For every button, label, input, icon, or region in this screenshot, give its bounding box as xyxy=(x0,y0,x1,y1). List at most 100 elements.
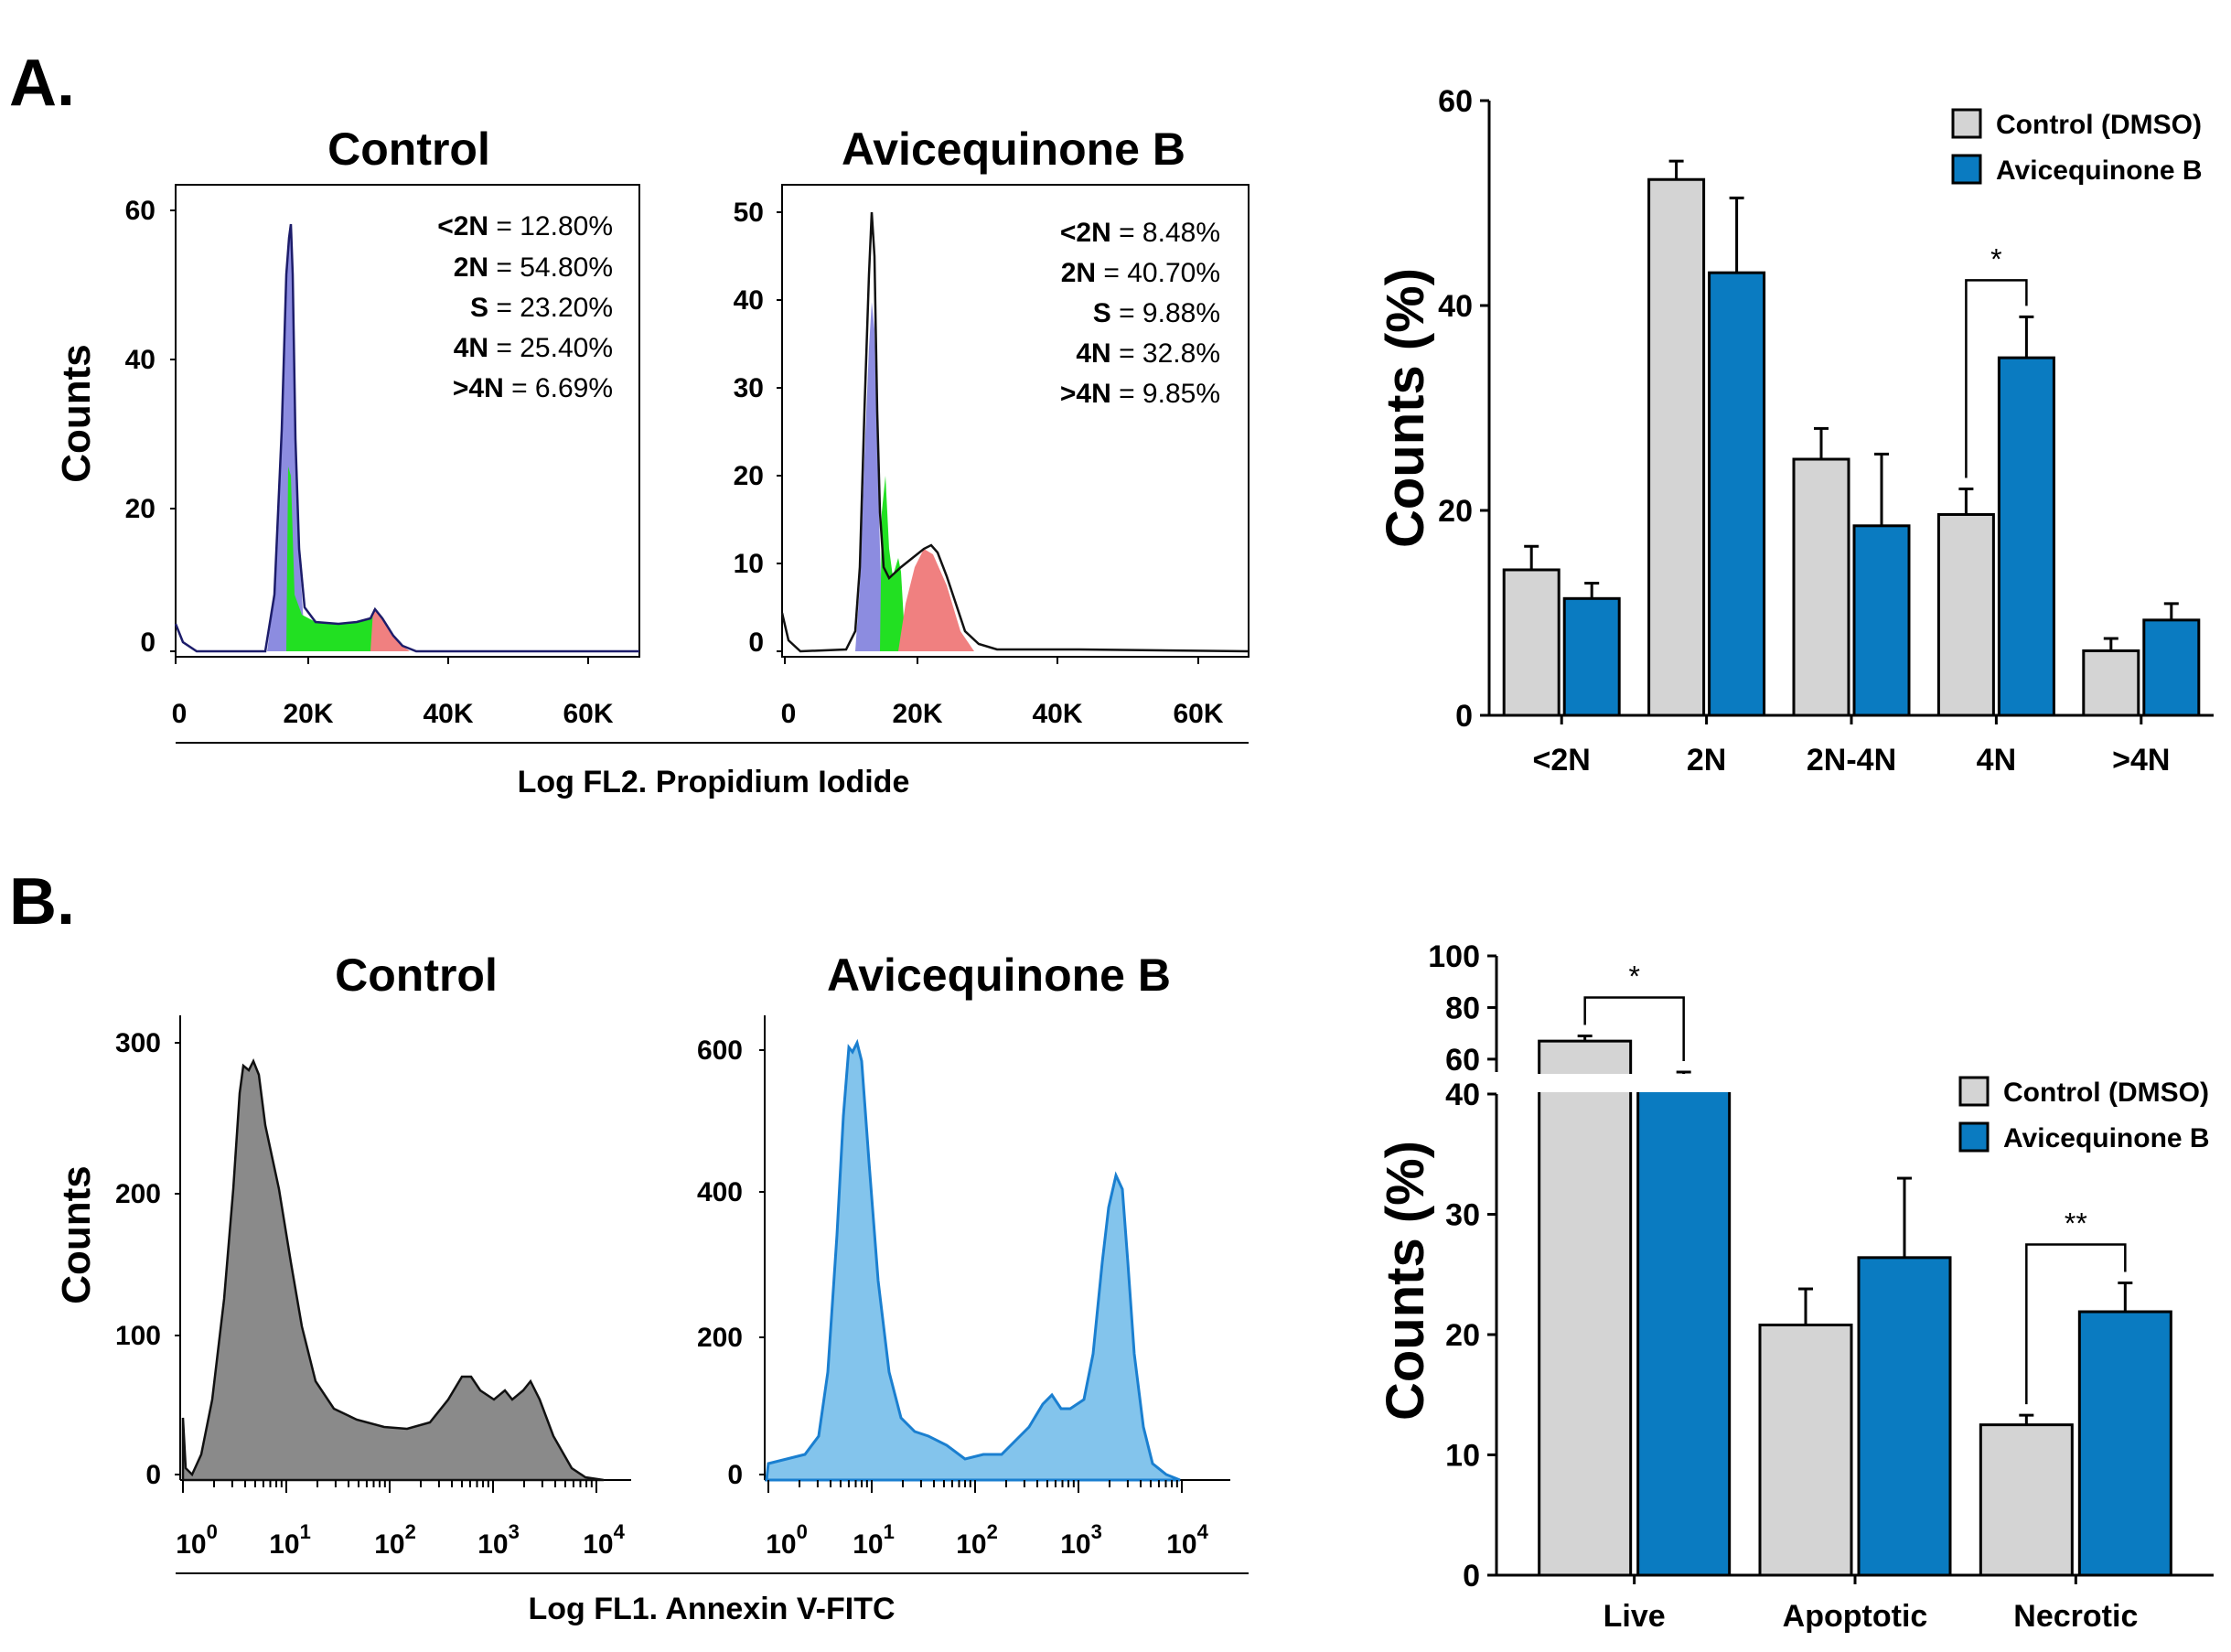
y-tick-label: 50 xyxy=(734,198,764,228)
bar xyxy=(1647,177,1706,717)
x-tick-label: 0 xyxy=(781,699,797,729)
y-axis-label: Counts (%) xyxy=(1376,268,1435,548)
x-tick-label: Live xyxy=(1604,1599,1666,1634)
legend-swatch xyxy=(1951,154,1982,185)
x-tick-label: 104 xyxy=(1166,1520,1208,1560)
x-tick-label: 103 xyxy=(1060,1520,1102,1560)
annexin-control-area xyxy=(181,1057,605,1482)
y-tick-label: 200 xyxy=(697,1323,743,1353)
significance-marker: ** xyxy=(2065,1207,2087,1239)
stat-line: >4N = 9.85% xyxy=(1060,379,1220,409)
y-tick-label: 300 xyxy=(115,1028,161,1058)
stat-line: <2N = 12.80% xyxy=(437,211,613,241)
bar xyxy=(2142,618,2201,717)
y-tick-label: 600 xyxy=(697,1035,743,1066)
significance-marker: * xyxy=(1990,242,2001,275)
x-tick-label: Apoptotic xyxy=(1783,1599,1928,1634)
y-tick-label: 30 xyxy=(734,373,764,403)
y-tick-label: 20 xyxy=(734,461,764,491)
plot-frame xyxy=(175,184,640,658)
y-tick-label: 80 xyxy=(1445,991,1480,1025)
s-phase-fill xyxy=(286,467,378,651)
legend-label: Control (DMSO) xyxy=(1996,110,2202,140)
stat-line: <2N = 8.48% xyxy=(1060,218,1220,248)
legend-label: Avicequinone B xyxy=(2003,1123,2210,1153)
y-tick-label: 0 xyxy=(145,1460,161,1490)
cell-cycle-bar-chart: 0 20 40 60 Counts (%) <2N 2N 2N-4N 4N >4N * Control… xyxy=(1376,84,2214,778)
bar xyxy=(1792,457,1850,717)
bar xyxy=(1857,1256,1952,1577)
x-tick-label: 2N xyxy=(1687,743,1726,778)
x-tick-label: 40K xyxy=(1032,699,1082,729)
x-tick-label: Necrotic xyxy=(2013,1599,2138,1634)
x-tick-label: 40K xyxy=(423,699,473,729)
y-tick-label: 30 xyxy=(1445,1198,1480,1233)
histogram-title: Control xyxy=(327,123,490,175)
x-tick-label: 102 xyxy=(374,1520,416,1560)
y-tick-label: 60 xyxy=(1438,84,1473,119)
significance-bracket xyxy=(1583,996,1685,1061)
histogram-outline xyxy=(174,223,639,653)
y-axis-label: Counts (%) xyxy=(1376,1141,1435,1421)
cell-cycle-histogram-control: Control Counts 0 20 40 60 0 20K 40K 60K … xyxy=(54,123,640,729)
plot-frame xyxy=(781,184,1250,658)
legend-swatch xyxy=(1951,108,1982,139)
y-tick-label: 40 xyxy=(1438,289,1473,324)
histogram-title: Avicequinone B xyxy=(842,123,1185,175)
stat-line: S = 23.20% xyxy=(470,293,613,323)
y-tick-label: 400 xyxy=(697,1177,743,1207)
x-tick-label: 0 xyxy=(172,699,188,729)
legend-label: Control (DMSO) xyxy=(2003,1078,2209,1108)
y-tick-label: 100 xyxy=(1428,939,1480,974)
y-tick-label: 60 xyxy=(125,196,156,226)
y-tick-label: 0 xyxy=(1455,699,1473,734)
y-tick-label: 40 xyxy=(125,345,156,375)
y-tick-label: 0 xyxy=(727,1460,743,1490)
y-tick-label: 100 xyxy=(115,1321,161,1351)
x-tick-label: 2N-4N xyxy=(1807,743,1896,778)
cell-cycle-histogram-treated: Avicequinone B 0 10 20 30 40 50 0 20K 40… xyxy=(734,123,1250,729)
stat-line: >4N = 6.69% xyxy=(453,373,613,403)
y-axis-label: Counts xyxy=(54,344,99,483)
shared-x-axis-label: Log FL2. Propidium Iodide xyxy=(518,765,910,799)
shared-x-axis-label: Log FL1. Annexin V-FITC xyxy=(528,1592,895,1626)
stat-line: 2N = 54.80% xyxy=(454,252,613,283)
annexin-treated-area xyxy=(765,1038,1181,1482)
bar xyxy=(1708,271,1766,717)
y-tick-label: 10 xyxy=(734,549,764,579)
x-tick-label: 4N xyxy=(1977,743,2016,778)
bar xyxy=(1936,512,1995,717)
y-axis-label: Counts xyxy=(54,1165,99,1304)
y-tick-label: 20 xyxy=(1445,1318,1480,1353)
legend-swatch xyxy=(1958,1121,1990,1153)
stat-line: 4N = 32.8% xyxy=(1076,338,1220,369)
log-axis-ticks xyxy=(767,1480,1183,1493)
axis-break-gap xyxy=(1484,1074,1738,1092)
x-tick-label: 100 xyxy=(766,1520,808,1560)
x-tick-label: 101 xyxy=(853,1520,895,1560)
bar xyxy=(2082,649,2140,717)
y-tick-label: 0 xyxy=(140,628,156,658)
bar xyxy=(1852,524,1911,717)
y-tick-label: 20 xyxy=(125,494,156,524)
histogram-title: Control xyxy=(335,949,498,1001)
g1-peak-fill xyxy=(855,302,884,651)
y-tick-label: 40 xyxy=(1445,1078,1480,1112)
annexin-histogram-treated: Avicequinone B 0 200 400 600 100 101 102… xyxy=(697,949,1230,1560)
bar xyxy=(1562,596,1621,717)
y-tick-label: 60 xyxy=(1445,1043,1480,1078)
y-tick-label: 0 xyxy=(1463,1559,1480,1593)
y-tick-label: 40 xyxy=(734,285,764,316)
x-tick-label: 104 xyxy=(583,1520,625,1560)
y-tick-label: 10 xyxy=(1445,1439,1480,1474)
bar xyxy=(1636,1083,1732,1577)
panel-a-letter: A. xyxy=(9,47,75,120)
x-tick-label: >4N xyxy=(2112,743,2170,778)
panel-b-letter: B. xyxy=(9,865,75,939)
histogram-outline xyxy=(780,211,1250,653)
significance-bracket xyxy=(2025,1243,2127,1405)
x-tick-label: 60K xyxy=(1173,699,1223,729)
g2-peak-fill xyxy=(370,609,410,651)
x-tick-label: 20K xyxy=(892,699,942,729)
